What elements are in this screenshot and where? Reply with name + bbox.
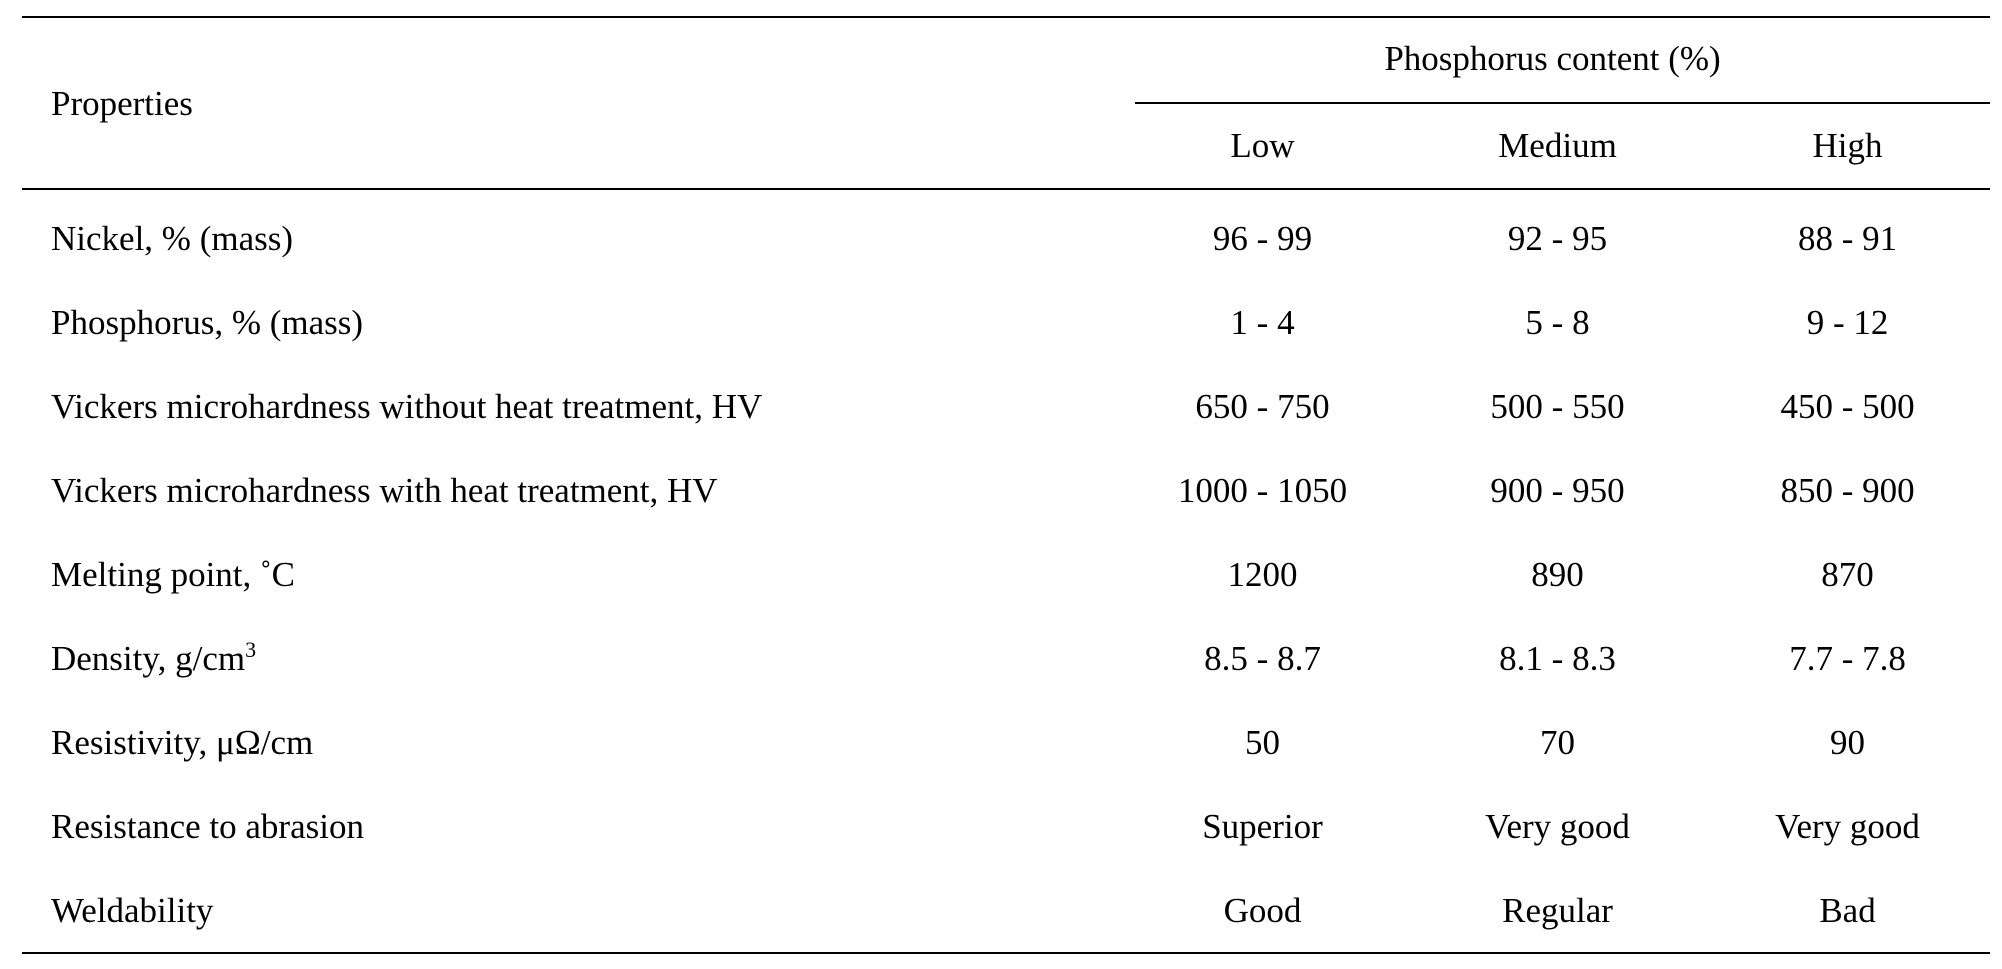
- table-body: Nickel, % (mass) 96 - 99 92 - 95 88 - 91 Pho…: [22, 189, 1991, 954]
- properties-table: Properties Phosphorus content (%) Low Me…: [22, 16, 1991, 954]
- row-property-label: Phosphorus, % (mass): [22, 280, 1115, 364]
- cell-high: 7.7 - 7.8: [1789, 638, 1906, 678]
- table-row: Vickers microhardness without heat treat…: [22, 364, 1990, 448]
- cell-low: Good: [1115, 868, 1410, 954]
- cell-low: Superior: [1202, 806, 1323, 846]
- group-header-text: Phosphorus content (%): [1384, 39, 1721, 79]
- row-property-text: Density, g/cm: [51, 638, 246, 678]
- row-property-text: Phosphorus, % (mass): [51, 302, 364, 342]
- table-row: Resistance to abrasion Superior Very good V…: [22, 784, 1990, 868]
- row-property-label: Melting point, ˚C: [22, 532, 1115, 616]
- cell-low: 1 - 4: [1230, 302, 1295, 342]
- column-header-low: Low: [1115, 103, 1410, 190]
- cell-low: 8.5 - 8.7: [1204, 638, 1321, 678]
- row-property-text: Nickel, % (mass): [51, 218, 294, 258]
- table-row: Phosphorus, % (mass) 1 - 4 5 - 8 9 - 12: [22, 280, 1990, 364]
- cell-high: 90: [1830, 722, 1866, 762]
- table-row: Vickers microhardness with heat treatmen…: [22, 448, 1990, 532]
- cell-low: 1000 - 1050: [1177, 470, 1348, 510]
- row-property-label: Vickers microhardness with heat treatmen…: [22, 448, 1115, 532]
- row-property-label: Resistivity, μΩ/cm: [22, 700, 1115, 784]
- row-property-text: Melting point, ˚C: [51, 554, 296, 594]
- properties-column-header: Properties: [22, 16, 1115, 190]
- cell-medium: 5 - 8: [1525, 302, 1590, 342]
- cell-low: 1200: [1227, 554, 1298, 594]
- column-header-medium: Medium: [1410, 103, 1705, 190]
- row-property-superscript: 3: [245, 636, 257, 662]
- cell-medium: 92 - 95: [1507, 218, 1608, 258]
- cell-medium: Regular: [1410, 868, 1705, 954]
- cell-medium: Very good: [1485, 806, 1630, 846]
- cell-medium: 8.1 - 8.3: [1499, 638, 1616, 678]
- cell-high: Very good: [1775, 806, 1920, 846]
- row-property-text: Resistivity, μΩ/cm: [51, 722, 314, 762]
- table-row: Nickel, % (mass) 96 - 99 92 - 95 88 - 91: [22, 189, 1990, 280]
- row-property-label: Nickel, % (mass): [22, 189, 1115, 280]
- row-property-label: Density, g/cm3: [22, 616, 1115, 700]
- cell-medium: 890: [1531, 554, 1584, 594]
- table-row: Weldability Good Regular Bad: [22, 868, 1991, 954]
- row-property-label: Weldability: [22, 868, 1115, 954]
- column-header-high: High: [1705, 103, 1991, 190]
- cell-high: 9 - 12: [1806, 302, 1889, 342]
- row-property-text: Resistance to abrasion: [51, 806, 364, 846]
- row-property-text: Vickers microhardness with heat treatmen…: [51, 470, 718, 510]
- group-header-rule: [1135, 101, 1991, 104]
- cell-high: 450 - 500: [1780, 386, 1915, 426]
- row-property-label: Resistance to abrasion: [22, 784, 1115, 868]
- table-row: Density, g/cm3 8.5 - 8.7 8.1 - 8.3 7.7 - 7.…: [22, 616, 1990, 700]
- cell-low: 96 - 99: [1212, 218, 1313, 258]
- cell-low: 650 - 750: [1195, 386, 1330, 426]
- cell-high: 870: [1821, 554, 1874, 594]
- row-property-text: Weldability: [51, 890, 214, 930]
- cell-high: 88 - 91: [1797, 218, 1898, 258]
- row-property-label: Vickers microhardness without heat treat…: [22, 364, 1115, 448]
- row-property-text: Vickers microhardness without heat treat…: [51, 386, 763, 426]
- table-row: Resistivity, μΩ/cm 50 70 90: [22, 700, 1990, 784]
- phosphorus-content-group-header: Phosphorus content (%): [1115, 16, 1991, 104]
- cell-low: 50: [1245, 722, 1280, 762]
- properties-table-container: Properties Phosphorus content (%) Low Me…: [22, 16, 1991, 954]
- cell-medium: 900 - 950: [1490, 470, 1625, 510]
- cell-medium: 70: [1540, 722, 1575, 762]
- cell-medium: 500 - 550: [1490, 386, 1625, 426]
- cell-high: Bad: [1705, 868, 1991, 954]
- table-row: Melting point, ˚C 1200 890 870: [22, 532, 1990, 616]
- cell-high: 850 - 900: [1780, 470, 1915, 510]
